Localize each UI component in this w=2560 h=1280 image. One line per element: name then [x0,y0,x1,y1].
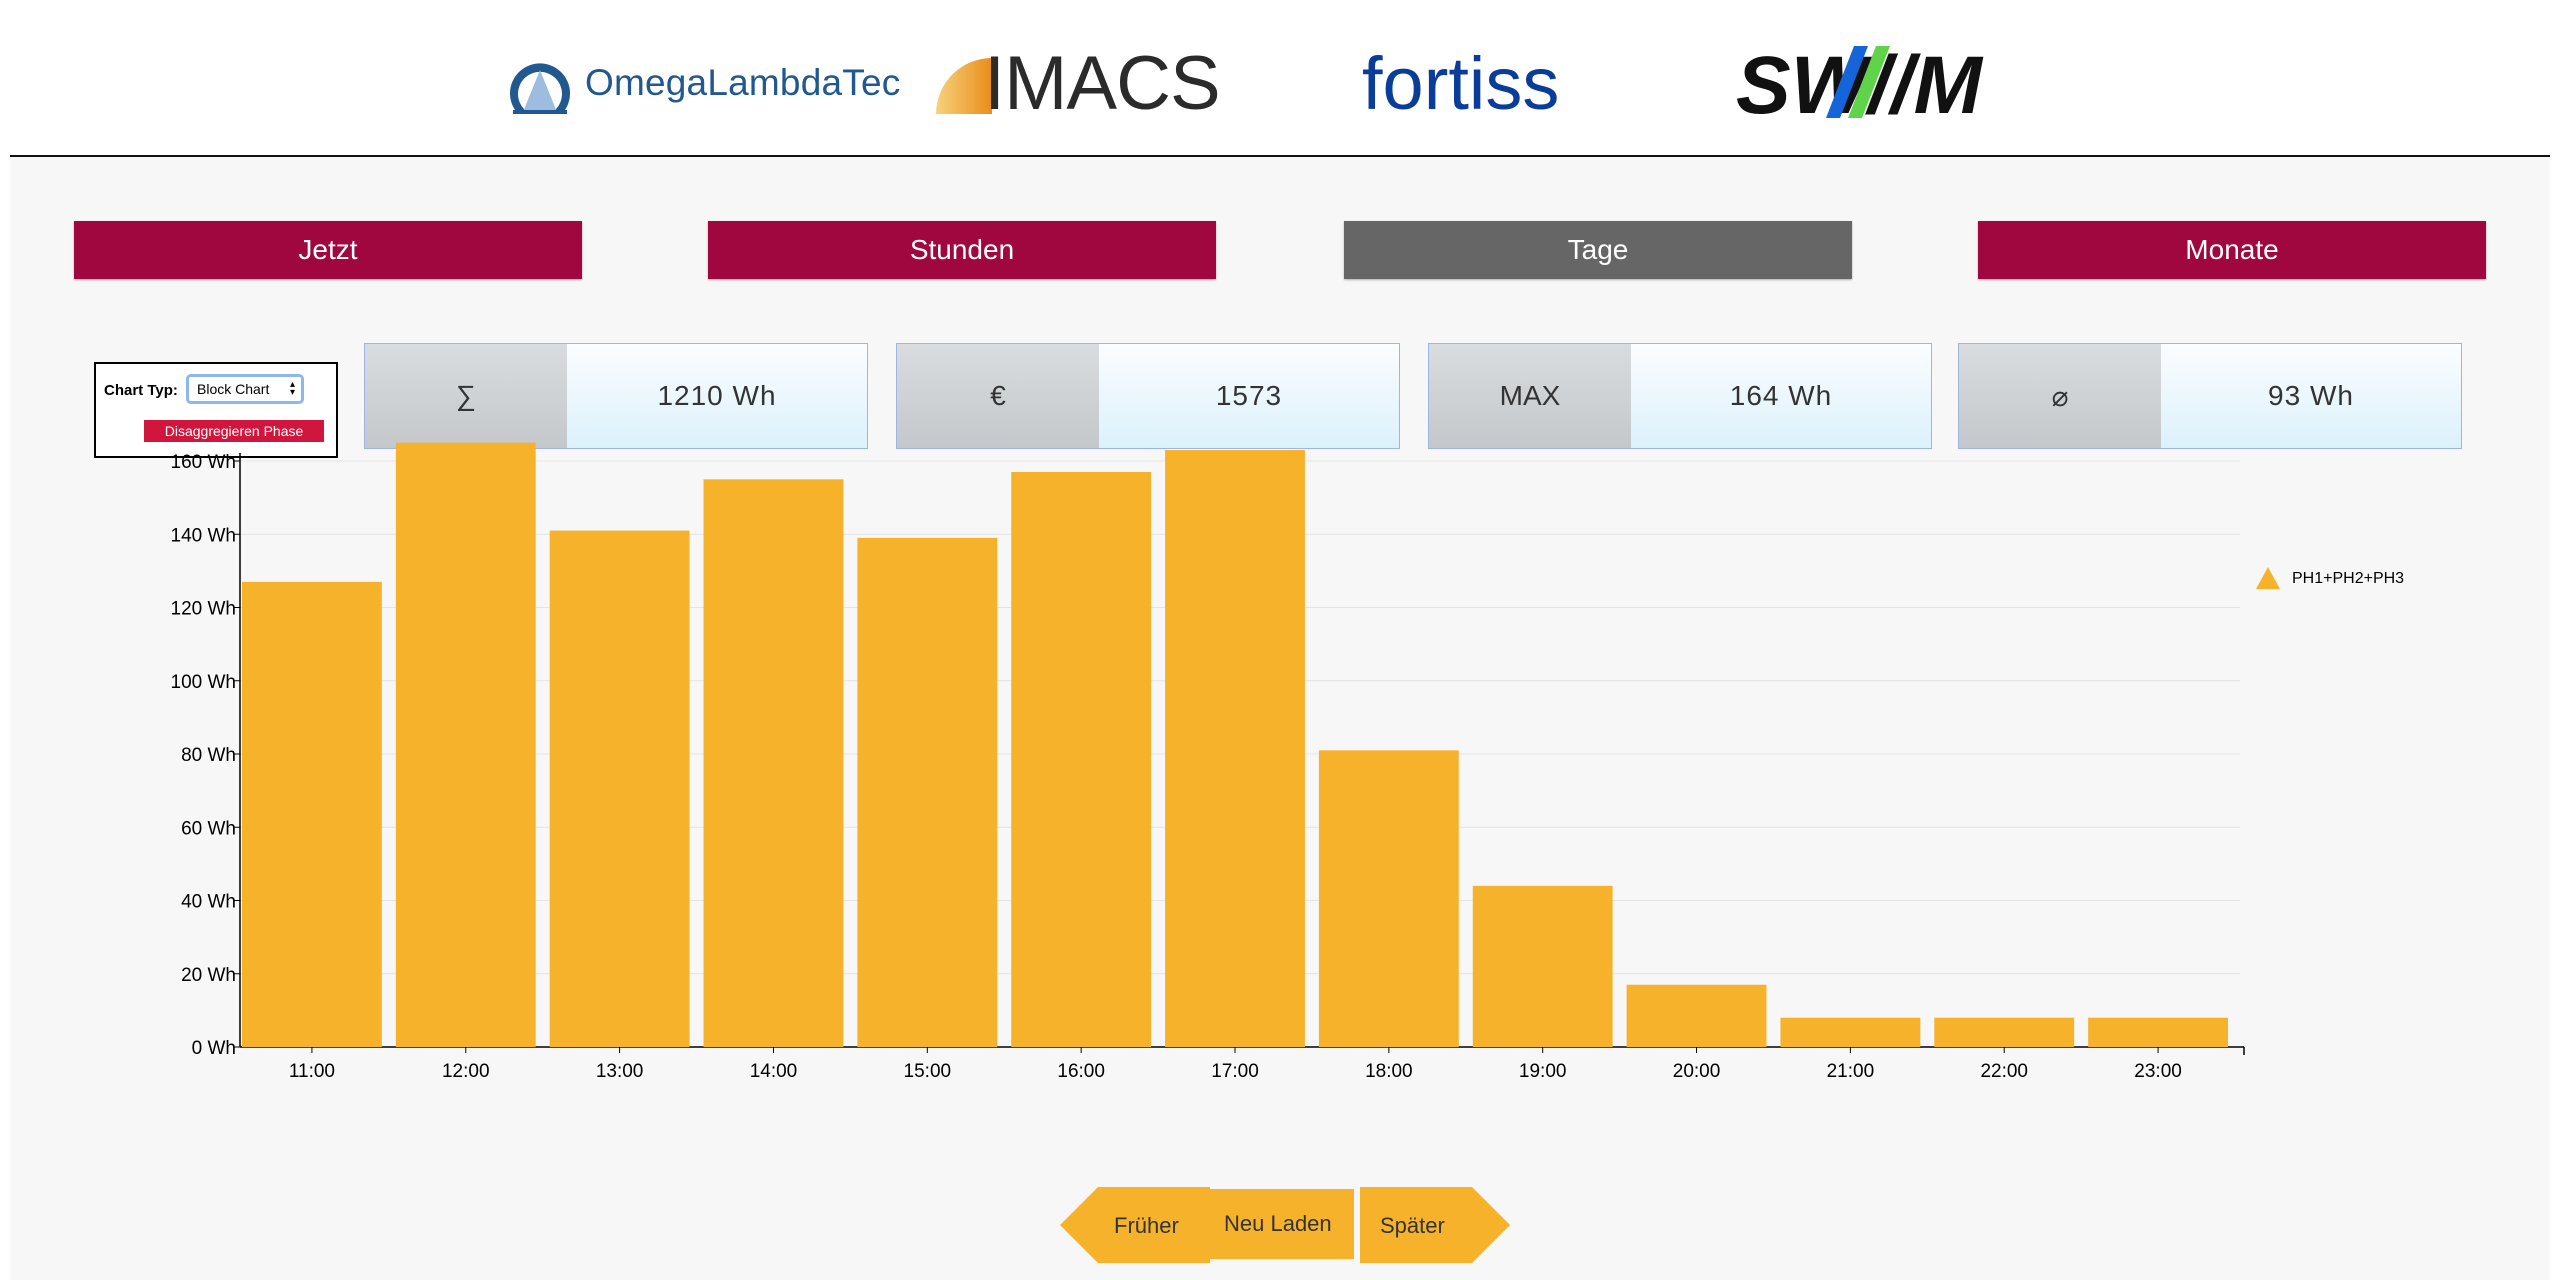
max-label: MAX [1429,344,1631,448]
bar [1472,885,1613,1047]
x-tick-label: 14:00 [750,1061,798,1082]
later-label: Später [1380,1213,1445,1238]
swm-logo: SW//M [1736,38,1986,128]
bar [1780,1017,1921,1047]
bar [549,530,690,1047]
y-tick-label: 160 Wh [171,452,236,473]
average-value: 93 Wh [2161,344,2461,448]
disaggregate-phase-button[interactable]: Disaggregieren Phase [144,420,324,442]
main-content: Jetzt Stunden Tage Monate Chart Typ: Blo… [10,157,2550,1280]
max-value: 164 Wh [1631,344,1931,448]
header: OmegaLambdaTec IMACS fortiss SW//M [0,0,2560,156]
reload-label: Neu Laden [1224,1211,1332,1236]
swm-logo-icon: SW//M [1736,40,1984,128]
chart-type-panel: Chart Typ: Block Chart ▴ ▾ Disaggregieren… [94,362,338,458]
earlier-label: Früher [1114,1213,1179,1238]
bar [1165,450,1305,1047]
imacs-sunburst-icon [936,58,992,114]
x-tick-label: 17:00 [1211,1061,1259,1082]
stat-average: ⌀ 93 Wh [1958,343,2462,449]
omega-logo-icon [510,63,570,114]
y-tick-label: 140 Wh [171,525,236,546]
y-tick-label: 60 Wh [181,818,236,839]
imacs-logo: IMACS [936,38,1221,128]
stat-sum: ∑ 1210 Wh [364,343,868,449]
earlier-button[interactable] [1060,1187,1210,1263]
sum-value: 1210 Wh [567,344,867,448]
imacs-logo-text: IMACS [984,40,1221,126]
reload-button[interactable] [1206,1189,1354,1259]
chart-type-select[interactable]: Block Chart ▴ ▾ [186,374,304,404]
later-button[interactable] [1360,1187,1510,1263]
average-symbol: ⌀ [1959,344,2161,448]
x-tick-label: 21:00 [1827,1061,1875,1082]
bar [1934,1017,2075,1047]
x-tick-label: 12:00 [442,1061,490,1082]
x-tick-label: 16:00 [1057,1061,1105,1082]
bar [242,581,382,1047]
x-tick-label: 20:00 [1673,1061,1721,1082]
tab-stunden[interactable]: Stunden [708,221,1216,279]
tab-monate[interactable]: Monate [1978,221,2486,279]
stat-cost: € 1573 [896,343,1400,449]
bar [857,537,998,1047]
chart-type-label: Chart Typ: [104,382,178,399]
x-tick-label: 11:00 [289,1061,335,1082]
y-tick-label: 0 Wh [192,1038,236,1059]
omegalambdatec-logo: OmegaLambdaTec [505,38,900,128]
fortiss-logo-text: fortiss [1362,41,1560,125]
y-tick-label: 100 Wh [171,672,236,693]
fortiss-logo: fortiss [1362,38,1559,128]
x-tick-label: 19:00 [1519,1061,1567,1082]
chart-type-value: Block Chart [197,381,270,397]
energy-bar-chart: 0 Wh 20 Wh 40 Wh 60 Wh 80 Wh 100 Wh 120 Wh 140 … [171,442,2404,1082]
x-tick-label: 18:00 [1365,1061,1413,1082]
y-tick-label: 80 Wh [181,745,236,766]
bar [1318,750,1459,1047]
x-tick-label: 13:00 [596,1061,644,1082]
tab-tage[interactable]: Tage [1344,221,1852,279]
tab-jetzt[interactable]: Jetzt [74,221,582,279]
cost-value: 1573 [1099,344,1399,448]
stat-max: MAX 164 Wh [1428,343,1932,449]
x-tick-label: 15:00 [904,1061,952,1082]
y-tick-label: 120 Wh [171,599,236,620]
bar [395,442,536,1047]
x-tick-label: 23:00 [2134,1061,2182,1082]
y-tick-label: 20 Wh [181,965,236,986]
euro-symbol: € [897,344,1099,448]
header-divider [10,155,2550,157]
y-tick-label: 40 Wh [181,892,236,913]
legend-marker-icon [2256,567,2280,589]
omega-logo-text: OmegaLambdaTec [585,62,901,103]
bar [2088,1017,2228,1047]
bar [1011,471,1152,1047]
bar [703,479,844,1047]
select-arrows-icon: ▴ ▾ [289,379,295,398]
sum-symbol: ∑ [365,344,567,448]
legend-label: PH1+PH2+PH3 [2292,570,2404,587]
bar [1626,984,1767,1047]
x-tick-label: 22:00 [1980,1061,2028,1082]
